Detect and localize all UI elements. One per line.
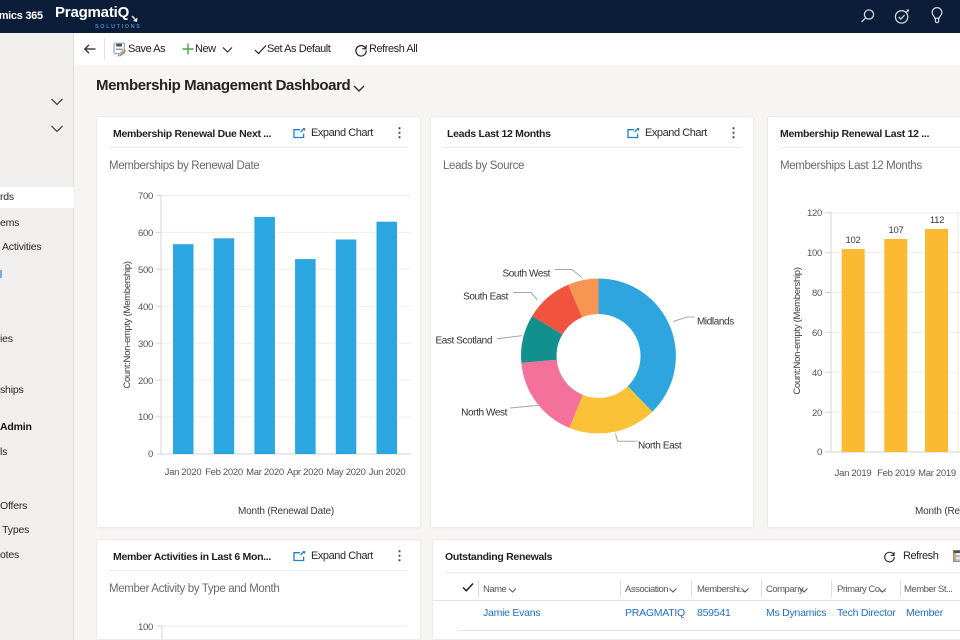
svg-text:North West: North West [461,408,507,419]
svg-text:107: 107 [889,225,904,236]
svg-text:North East: North East [638,441,682,452]
svg-text:120: 120 [807,208,822,219]
svg-text:May 2020: May 2020 [326,467,365,478]
svg-text:Count:Non-empty (Membership): Count:Non-empty (Membership) [122,261,133,388]
svg-text:600: 600 [138,228,153,239]
svg-text:Jan 2019: Jan 2019 [835,468,872,479]
svg-text:700: 700 [138,191,153,202]
svg-text:100: 100 [138,412,153,423]
svg-text:80: 80 [812,288,822,299]
svg-text:East Scotland: East Scotland [435,336,492,347]
svg-text:Feb 2019: Feb 2019 [877,468,915,479]
svg-text:Apr 2020: Apr 2020 [287,467,323,478]
svg-text:Jun 2020: Jun 2020 [369,467,406,478]
svg-text:Count:Non-empty (Membership): Count:Non-empty (Membership) [792,267,803,394]
svg-text:300: 300 [138,339,153,350]
svg-text:0: 0 [817,447,822,458]
svg-text:Mar 2020: Mar 2020 [246,467,284,478]
svg-text:100: 100 [138,622,153,633]
svg-text:South West: South West [502,269,550,280]
svg-text:100: 100 [807,248,822,259]
svg-text:South East: South East [463,292,509,303]
svg-text:Midlands: Midlands [697,317,734,328]
svg-text:Jan 2020: Jan 2020 [165,467,202,478]
svg-text:0: 0 [148,449,153,460]
svg-text:Month (Renewal Date): Month (Renewal Date) [915,506,960,517]
svg-text:Mar 2019: Mar 2019 [918,468,956,479]
svg-text:200: 200 [138,376,153,387]
svg-text:40: 40 [812,368,822,379]
svg-text:112: 112 [930,215,944,226]
svg-text:400: 400 [138,302,153,313]
svg-text:60: 60 [812,328,822,339]
svg-text:20: 20 [812,408,822,419]
svg-text:Feb 2020: Feb 2020 [205,467,243,478]
svg-text:102: 102 [846,235,861,246]
svg-text:500: 500 [138,265,153,276]
svg-text:Month (Renewal Date): Month (Renewal Date) [238,506,334,517]
